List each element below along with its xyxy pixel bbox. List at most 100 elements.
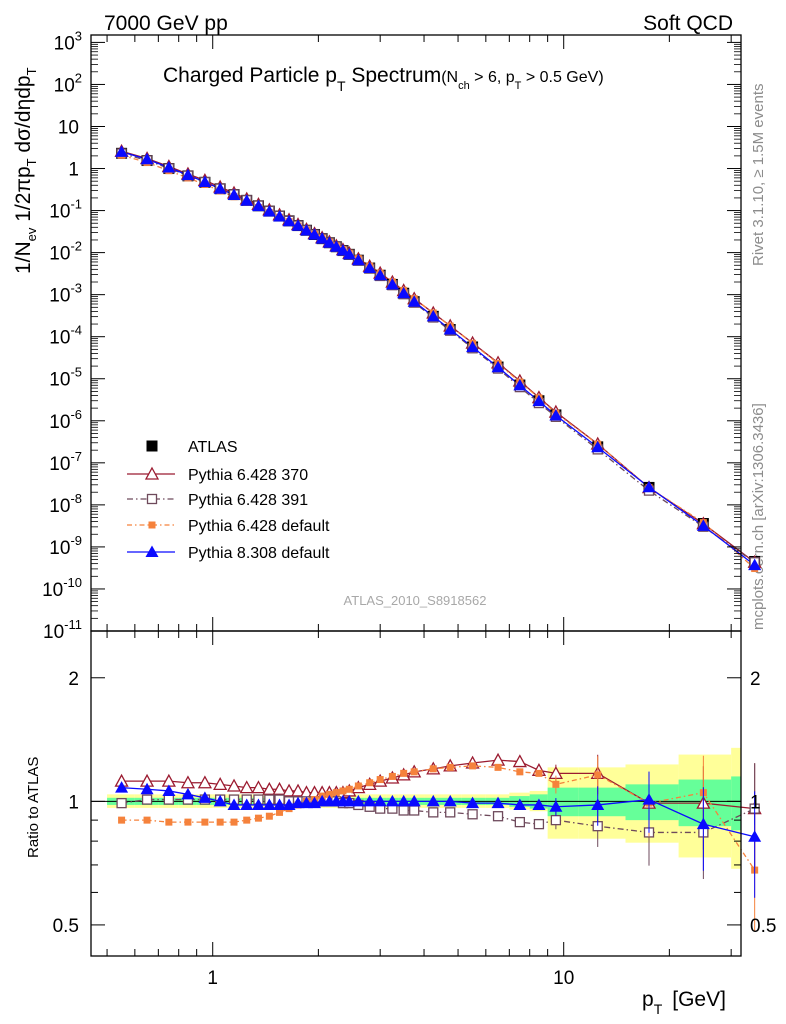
legend-marker-py391: [146, 493, 158, 505]
y-tick-label: 10-1: [49, 197, 82, 223]
main-frame: [90, 34, 742, 632]
main-point-py8: [513, 378, 527, 391]
y-tick-label: 10-4: [49, 323, 82, 349]
legend-label-atlas: ATLAS: [188, 439, 238, 456]
ratio-point-py8: [240, 798, 254, 810]
ratio-y-tick-label-right: 2: [750, 669, 761, 690]
ratio-point-py370: [490, 752, 506, 766]
legend-label-py6def: Pythia 6.428 default: [188, 518, 330, 535]
y-tick-label: 10-3: [49, 281, 82, 307]
x-tick-label: 1: [207, 968, 218, 989]
ratio-point-py370: [180, 775, 196, 789]
main-point-py8: [322, 236, 336, 248]
y-tick-label: 102: [54, 70, 82, 96]
legend-label-py391: Pythia 6.428 391: [188, 492, 308, 509]
ratio-point-py391: [514, 816, 525, 828]
main-point-py8: [115, 145, 129, 157]
ratio-point-py6def: [376, 776, 384, 784]
ratio-point-py391: [163, 794, 175, 805]
main-point-py8: [373, 268, 387, 281]
main-point-py8: [443, 323, 457, 335]
ratio-point-py370: [251, 780, 266, 794]
ratio-point-py8: [466, 796, 480, 809]
ratio-point-py8: [407, 794, 421, 807]
y-tick-label: 10-9: [49, 533, 82, 559]
ratio-point-py6def: [254, 814, 262, 822]
ratio-point-py8: [373, 794, 387, 807]
ratio-point-py370: [272, 781, 287, 795]
main-series-layer: [114, 143, 762, 573]
ratio-point-py370: [213, 776, 228, 791]
ratio-point-py391: [533, 818, 545, 830]
legend-label-py370: Pythia 6.428 370: [188, 467, 308, 484]
ratio-point-py6def: [516, 768, 524, 776]
ratio-point-py6def: [265, 812, 273, 820]
ratio-point-py8: [181, 787, 195, 800]
ratio-point-py391: [141, 794, 153, 805]
ratio-point-py370: [512, 754, 527, 768]
ratio-point-py6def: [446, 763, 454, 771]
ratio-point-py6def: [594, 771, 602, 779]
ratio-point-py6def: [143, 816, 151, 824]
ratio-point-py8: [491, 796, 505, 809]
ratio-point-py8: [397, 794, 411, 807]
ratio-point-py370: [290, 783, 306, 797]
ratio-y-axis-label: Ratio to ATLAS: [25, 757, 42, 858]
main-y-axis-label: 1/Nev 1/2πpT dσ/dηdpT: [12, 67, 39, 274]
main-point-py8: [329, 240, 343, 252]
ratio-point-py6def: [230, 818, 238, 826]
ratio-point-py8: [227, 798, 241, 810]
ratio-y-tick-label: 1: [68, 792, 79, 813]
main-point-py8: [549, 408, 563, 421]
legend-label-py8: Pythia 8.308 default: [188, 545, 330, 562]
main-point-py8: [282, 214, 296, 227]
main-point-py8: [162, 160, 176, 173]
ratio-point-py6def: [535, 769, 543, 777]
main-point-py8: [426, 309, 440, 322]
ratio-point-py6def: [339, 787, 347, 795]
y-tick-label: 10-7: [49, 449, 82, 475]
ratio-point-py391: [550, 814, 562, 826]
ratio-point-py8: [273, 798, 287, 810]
ratio-point-py6def: [400, 769, 408, 777]
main-point-py8: [342, 247, 356, 260]
ratio-point-py370: [239, 780, 254, 794]
ratio-point-py391: [492, 811, 504, 822]
ratio-point-py370: [281, 783, 297, 797]
ratio-point-py6def: [410, 768, 418, 776]
ratio-point-py6def: [469, 762, 477, 770]
y-tick-label: 10-2: [49, 239, 82, 265]
legend-marker-py6def: [148, 521, 156, 529]
main-point-py8: [363, 261, 377, 274]
ratio-point-py6def: [332, 789, 340, 797]
ratio-point-py8: [385, 794, 399, 807]
y-tick-label: 10: [58, 117, 79, 138]
main-point-py8: [532, 394, 546, 407]
main-point-py8: [385, 277, 399, 290]
x-axis-label: pT [GeV]: [642, 988, 726, 1017]
collision-label: 7000 GeV pp: [104, 12, 228, 35]
ratio-point-py8: [162, 784, 176, 796]
ratio-point-py391: [428, 807, 439, 818]
ratio-point-py6def: [429, 765, 437, 773]
main-point-py8: [696, 519, 710, 531]
main-point-py8: [299, 223, 313, 236]
mcplots-label: mcplots.cern.ch [arXiv:1306.3436]: [750, 403, 767, 630]
category-label: Soft QCD: [643, 12, 733, 35]
main-point-py8: [491, 360, 505, 373]
ratio-point-py391: [445, 807, 456, 818]
ratio-point-py6def: [552, 780, 560, 788]
rivet-label: Rivet 3.1.10, ≥ 1.5M events: [750, 84, 767, 267]
ratio-point-py6def: [201, 818, 209, 826]
ratio-point-py8: [696, 817, 710, 830]
ratio-point-py6def: [165, 818, 173, 826]
ratio-point-py8: [342, 794, 356, 807]
main-point-py8: [336, 244, 350, 256]
ratio-point-py8: [513, 798, 527, 810]
main-point-py8: [466, 340, 480, 353]
ratio-point-py6def: [243, 816, 251, 824]
ratio-point-py8: [140, 782, 154, 795]
ratio-y-tick-label: 0.5: [53, 916, 79, 937]
main-point-py8: [308, 228, 322, 240]
